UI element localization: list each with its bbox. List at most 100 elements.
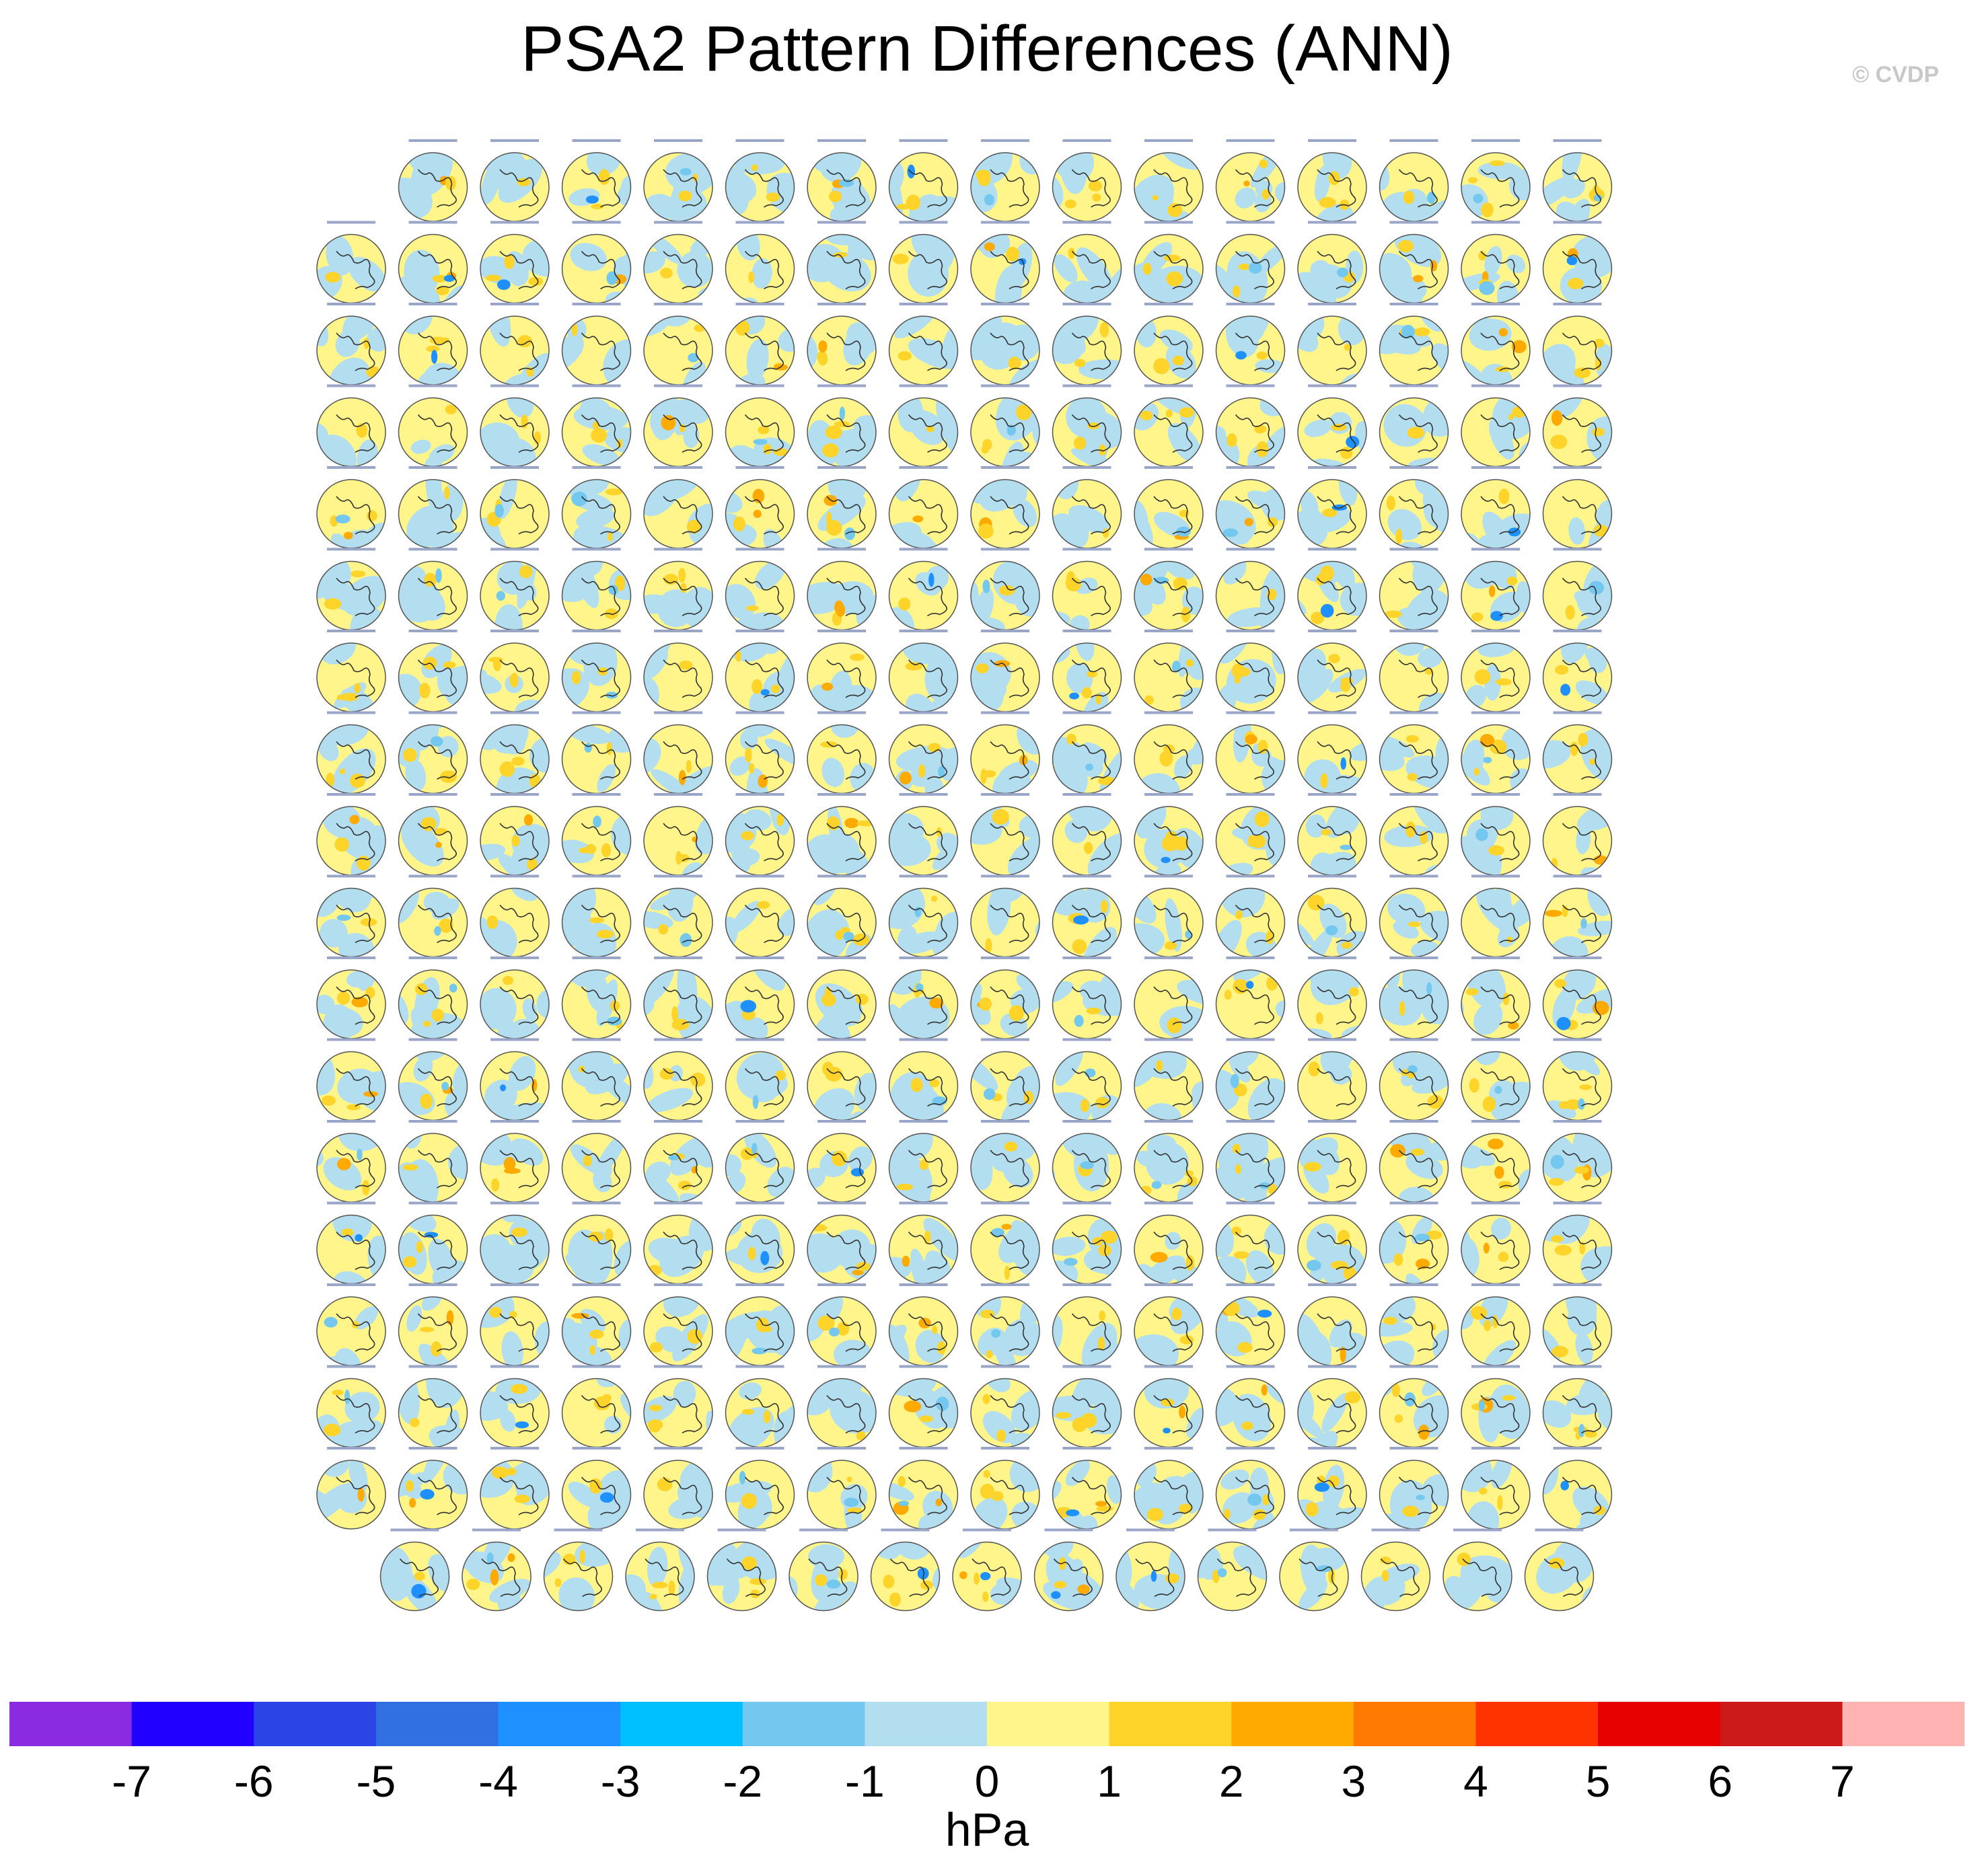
panel-caption	[1126, 1528, 1175, 1532]
panel-caption	[1308, 303, 1356, 305]
map-panel	[480, 711, 550, 794]
map-panel	[1379, 1201, 1449, 1285]
map-panel	[561, 1283, 632, 1366]
map-panel	[462, 1528, 532, 1612]
panel-caption	[1389, 874, 1438, 878]
map-panel	[1215, 956, 1286, 1039]
map-panel	[1052, 1283, 1122, 1366]
panel-caption	[817, 139, 866, 142]
map-panel	[1052, 466, 1122, 549]
map-panel	[807, 711, 877, 794]
panel-caption	[654, 1447, 702, 1450]
map-panel	[561, 956, 632, 1039]
map-panel	[807, 548, 877, 631]
map-panel	[807, 1365, 877, 1448]
panel-caption	[327, 466, 375, 469]
panel-caption	[554, 1528, 603, 1532]
panel-caption	[1062, 1447, 1111, 1450]
map-panel	[1052, 1447, 1122, 1530]
map-panel	[1542, 139, 1613, 222]
panel-caption	[408, 630, 458, 632]
panel-caption	[1553, 793, 1602, 796]
panel-caption	[572, 221, 621, 224]
panel-caption	[490, 874, 539, 878]
panel-caption	[1308, 630, 1356, 632]
panel-caption	[981, 630, 1029, 632]
panel-caption	[1144, 793, 1193, 796]
panel-caption	[327, 303, 375, 305]
panel-caption	[408, 1038, 458, 1041]
panel-caption	[981, 1120, 1029, 1123]
panel-caption	[1308, 1120, 1356, 1123]
panel-caption	[327, 1283, 375, 1286]
map-panel	[1360, 1528, 1431, 1612]
panel-caption	[654, 384, 702, 387]
panel-caption	[1553, 303, 1602, 305]
map-panel	[543, 1528, 614, 1612]
panel-caption	[981, 466, 1029, 469]
panel-caption	[881, 1528, 930, 1532]
panel-caption	[1308, 1283, 1356, 1286]
map-panel	[1215, 548, 1286, 631]
panel-caption	[1308, 956, 1356, 959]
panel-caption	[735, 139, 784, 142]
panel-caption	[490, 466, 539, 469]
panel-caption	[899, 630, 948, 632]
map-panel	[807, 384, 877, 467]
panel-caption	[327, 221, 375, 224]
panel-caption	[490, 221, 539, 224]
map-panel	[888, 548, 959, 631]
panel-caption	[717, 1528, 766, 1532]
panel-caption	[1471, 874, 1520, 878]
panel-caption	[1389, 384, 1438, 387]
panel-caption	[735, 221, 784, 224]
map-panel	[1379, 466, 1449, 549]
map-panel	[807, 221, 877, 304]
map-panel	[1542, 1038, 1613, 1121]
map-panel	[561, 1038, 632, 1121]
map-panel	[1379, 384, 1449, 467]
panel-caption	[735, 1201, 784, 1205]
panel-caption	[1471, 466, 1520, 469]
map-panel	[1297, 139, 1367, 222]
map-panel	[1052, 956, 1122, 1039]
map-panel	[1215, 1038, 1286, 1121]
map-panel	[316, 466, 386, 549]
panel-caption	[1471, 548, 1520, 551]
map-panel	[1379, 221, 1449, 304]
map-panel	[316, 1447, 386, 1530]
colorbar-segment	[1231, 1702, 1354, 1746]
map-panel	[561, 1447, 632, 1530]
map-panel	[398, 630, 468, 712]
map-panel	[480, 548, 550, 631]
panel-caption	[817, 1201, 866, 1205]
panel-caption	[1553, 874, 1602, 878]
map-panel	[970, 139, 1040, 222]
map-panel	[643, 221, 713, 304]
map-panel	[480, 384, 550, 467]
panel-caption	[817, 548, 866, 551]
colorbar	[9, 1702, 1965, 1746]
map-panel	[1461, 1201, 1531, 1285]
colorbar-segment	[1598, 1702, 1721, 1746]
map-panel	[725, 303, 795, 385]
panel-caption	[654, 874, 702, 878]
map-panel	[1542, 466, 1613, 549]
panel-caption	[899, 548, 948, 551]
map-panel	[316, 1283, 386, 1366]
map-panel	[888, 1201, 959, 1285]
panel-caption	[1308, 1201, 1356, 1205]
panel-caption	[735, 466, 784, 469]
panel-caption	[899, 874, 948, 878]
panel-caption	[1144, 1447, 1193, 1450]
panel-caption	[1062, 303, 1111, 305]
panel-caption	[1553, 221, 1602, 224]
panel-caption	[490, 711, 539, 714]
map-panel	[725, 221, 795, 304]
panel-caption	[408, 1447, 458, 1450]
panel-caption	[327, 1120, 375, 1123]
panel-caption	[1226, 1038, 1275, 1041]
map-panel	[1052, 874, 1122, 958]
panel-caption	[1389, 548, 1438, 551]
map-panel	[1134, 303, 1204, 385]
